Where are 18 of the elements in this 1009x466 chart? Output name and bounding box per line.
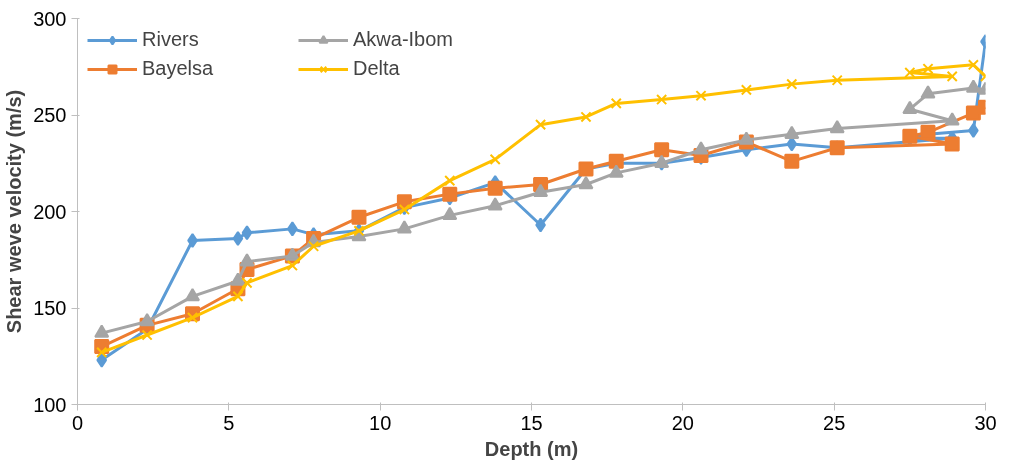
x-tick-label: 30 xyxy=(974,411,997,434)
x-tick-label: 5 xyxy=(223,411,235,434)
y-tick-label: 150 xyxy=(33,297,67,319)
x-tick-label: 25 xyxy=(823,411,846,434)
legend-label: Delta xyxy=(353,57,401,80)
legend-label: Bayelsa xyxy=(142,57,215,80)
x-axis-title: Depth (m) xyxy=(484,437,579,460)
legend-label: Akwa-Ibom xyxy=(353,28,455,51)
y-tick-label: 250 xyxy=(33,104,67,126)
x-tick-label: 0 xyxy=(71,411,84,434)
x-tick-label: 20 xyxy=(671,411,694,434)
y-tick-label: 200 xyxy=(33,200,67,223)
y-tick-label: 100 xyxy=(33,393,67,416)
legend-label: Rivers xyxy=(142,28,200,51)
x-tick-label: 10 xyxy=(369,411,392,434)
y-tick-label: 300 xyxy=(33,7,67,30)
x-tick-label: 15 xyxy=(520,411,543,434)
y-axis-title: Shear weve velocity (m/s) xyxy=(3,89,26,334)
